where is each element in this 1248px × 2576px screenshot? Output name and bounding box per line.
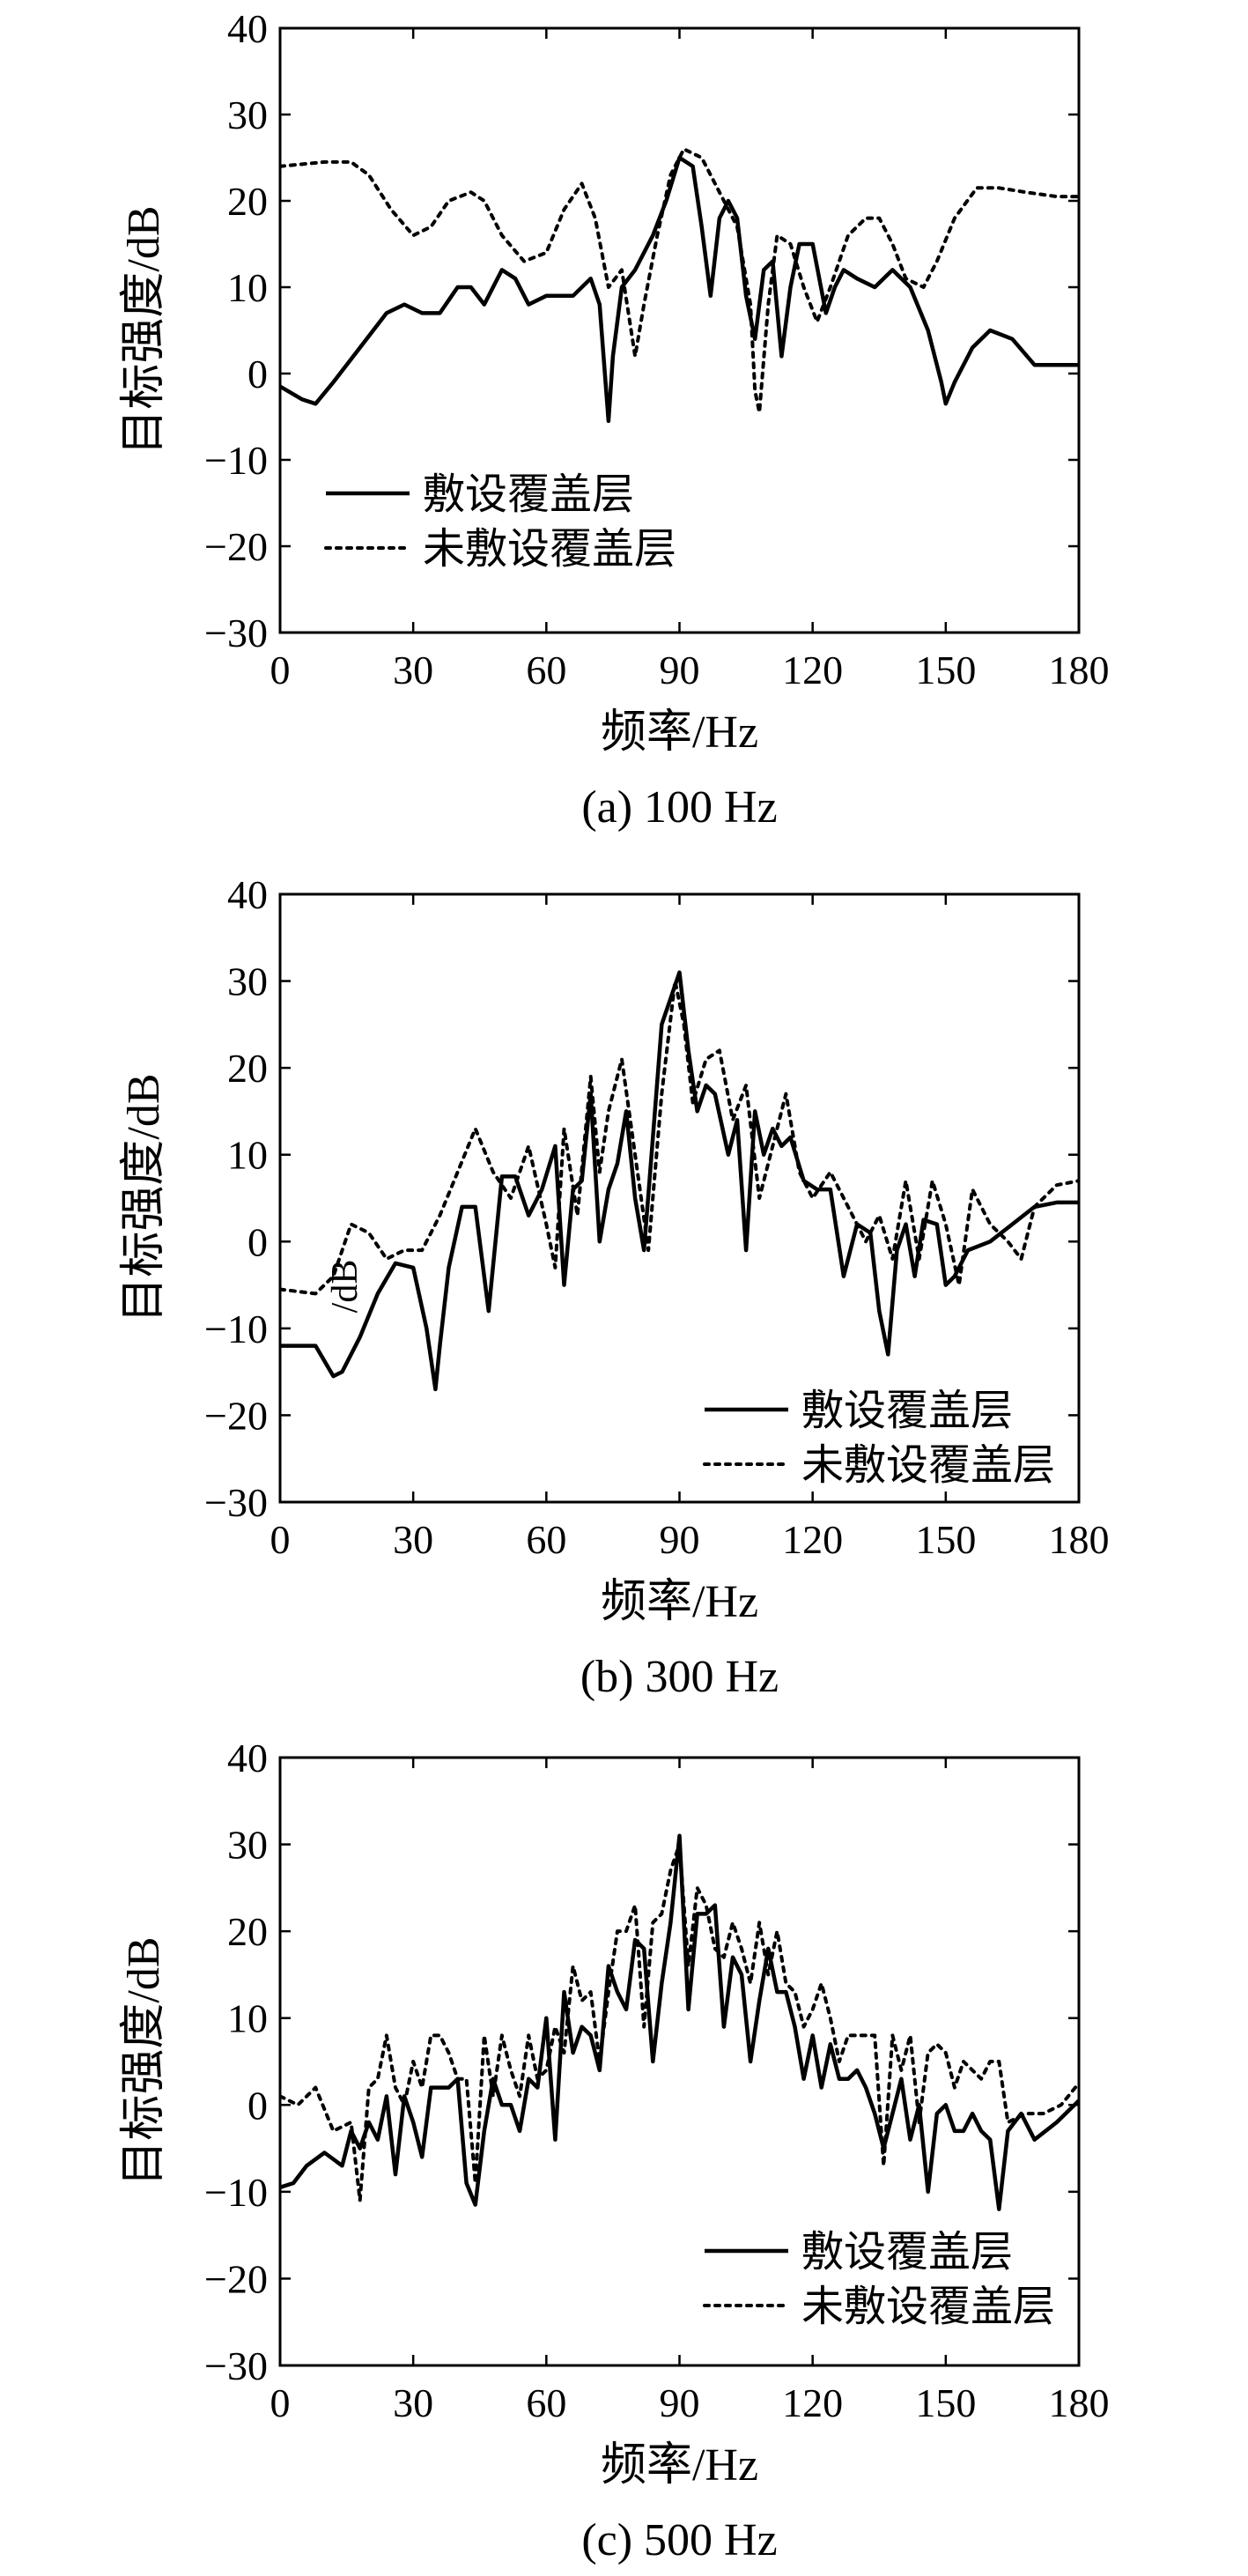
x-tick-label: 150 [915, 648, 976, 692]
y-tick-label: −30 [204, 2343, 268, 2388]
y-tick-label: −20 [204, 1393, 268, 1438]
y-tick-label: 20 [227, 1909, 268, 1954]
x-tick-label: 120 [782, 1517, 843, 1562]
x-tick-label: 30 [393, 648, 433, 692]
legend-label: 敷设覆盖层 [423, 471, 634, 518]
y-tick-label: 40 [227, 1736, 268, 1780]
x-tick-label: 0 [270, 1517, 291, 1562]
panel-caption: (a) 100 Hz [581, 782, 777, 833]
x-tick-label: 180 [1049, 2380, 1110, 2425]
y-tick-label: −30 [204, 611, 268, 655]
y-tick-label: 10 [227, 1133, 268, 1178]
y-tick-label: 0 [247, 1219, 268, 1264]
x-tick-label: 60 [526, 1517, 566, 1562]
x-axis-label: 频率/Hz [601, 1577, 758, 1627]
x-tick-label: 150 [915, 1517, 976, 1562]
x-tick-label: 90 [660, 648, 700, 692]
y-tick-label: −30 [204, 1480, 268, 1525]
y-tick-label: −10 [204, 2170, 268, 2215]
x-tick-label: 60 [526, 2380, 566, 2425]
y-tick-label: −10 [204, 1307, 268, 1351]
x-tick-label: 0 [270, 2380, 291, 2425]
y-tick-label: 10 [227, 1996, 268, 2041]
y-axis-label: 目标强度/dB [119, 205, 169, 455]
x-tick-label: 30 [393, 2380, 433, 2425]
panel-c: 0 30 60 90 120 150 180 −30 −20 −10 0 10 20 30 40 频率/Hz 目… [119, 1736, 1110, 2565]
y-tick-label: −20 [204, 524, 268, 569]
y-tick-label: 30 [227, 959, 268, 1004]
panel-b: 0 30 60 90 120 150 180 −30 −20 −10 0 10 20 30 40 频率/Hz 目… [119, 872, 1110, 1702]
series-line-coated [280, 970, 1079, 1392]
y-tick-label: 0 [247, 352, 268, 396]
series-line-uncoated [280, 979, 1079, 1296]
y-tick-label: 30 [227, 93, 268, 137]
y-tick-label: −20 [204, 2256, 268, 2301]
legend-label: 未敷设覆盖层 [423, 526, 676, 573]
legend-label: 敷设覆盖层 [801, 2229, 1013, 2276]
panel-a: 0 30 60 90 120 150 180 −30 −20 −10 0 10 20 30 40 频率/Hz 目… [119, 6, 1110, 833]
x-tick-label: 90 [660, 2380, 700, 2425]
panel-caption: (c) 500 Hz [581, 2515, 777, 2565]
legend-label: 未敷设覆盖层 [801, 2284, 1055, 2330]
stray-unit-label: /dB [325, 1260, 366, 1314]
y-axis-label: 目标强度/dB [119, 1936, 169, 2186]
x-tick-label: 180 [1049, 648, 1110, 692]
y-tick-label: 20 [227, 179, 268, 224]
x-axis-label: 频率/Hz [601, 707, 758, 758]
x-tick-label: 120 [782, 648, 843, 692]
y-tick-label: −10 [204, 438, 268, 483]
legend-label: 敷设覆盖层 [801, 1388, 1013, 1434]
x-axis-label: 频率/Hz [601, 2440, 758, 2491]
y-axis-label: 目标强度/dB [119, 1073, 169, 1322]
series-line-uncoated [280, 147, 1079, 415]
y-tick-label: 0 [247, 2083, 268, 2128]
x-tick-label: 90 [660, 1517, 700, 1562]
y-tick-label: 30 [227, 1823, 268, 1868]
x-tick-label: 180 [1049, 1517, 1110, 1562]
x-tick-label: 0 [270, 648, 291, 692]
series-line-coated [280, 155, 1079, 424]
series-line-coated [280, 1833, 1079, 2211]
series-line-uncoated [280, 1842, 1079, 2202]
y-tick-label: 40 [227, 6, 268, 51]
y-tick-label: 40 [227, 872, 268, 917]
y-tick-label: 20 [227, 1046, 268, 1091]
x-tick-label: 60 [526, 648, 566, 692]
x-tick-label: 30 [393, 1517, 433, 1562]
legend-label: 未敷设覆盖层 [801, 1442, 1055, 1489]
x-tick-label: 120 [782, 2380, 843, 2425]
plot-frame [278, 26, 1081, 634]
x-tick-label: 150 [915, 2380, 976, 2425]
y-tick-label: 10 [227, 265, 268, 310]
panel-caption: (b) 300 Hz [580, 1652, 779, 1702]
